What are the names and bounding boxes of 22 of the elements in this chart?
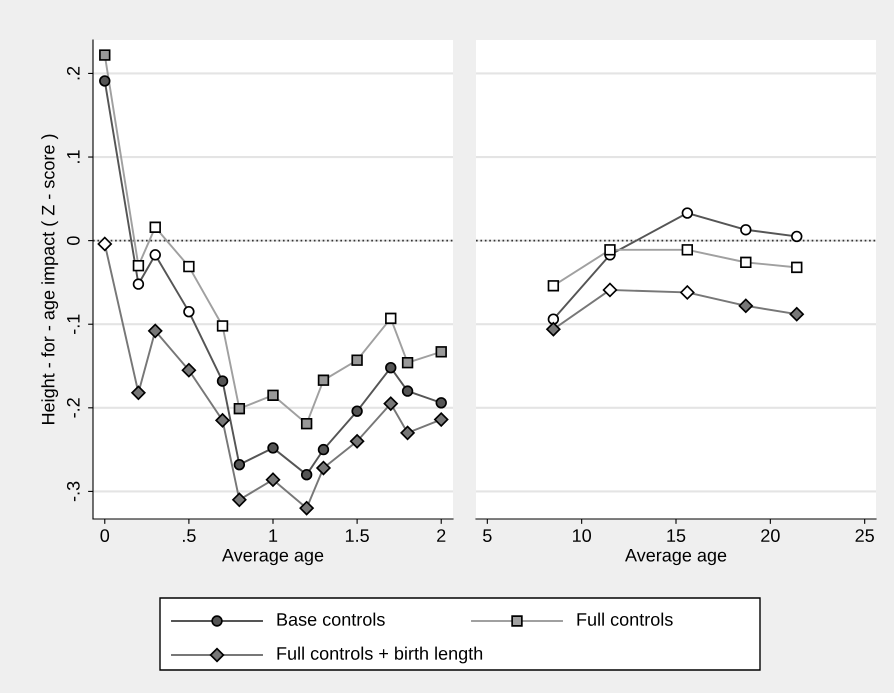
y-tick-label: .2 bbox=[66, 66, 80, 80]
x-tick-label: 25 bbox=[856, 529, 874, 542]
x-tick-label: 1 bbox=[269, 529, 278, 542]
x-tick-label: 20 bbox=[761, 529, 780, 542]
legend-label: Base controls bbox=[277, 612, 385, 626]
y-tick-label: 0 bbox=[66, 236, 80, 245]
x-tick-label: 10 bbox=[572, 529, 591, 542]
x-tick-label: .5 bbox=[183, 529, 196, 542]
y-axis-title: Height - for - age impact ( Z - score ) bbox=[41, 134, 58, 424]
y-tick-label: .1 bbox=[67, 150, 80, 163]
x-tick-label: 2 bbox=[437, 529, 446, 542]
x-tick-label: 5 bbox=[483, 529, 492, 542]
y-tick-label: -.2 bbox=[66, 398, 80, 418]
x-tick-label: 1.5 bbox=[346, 529, 369, 542]
x-tick-label: 15 bbox=[667, 529, 686, 542]
y-tick-label: -.1 bbox=[67, 314, 80, 334]
x-axis-title: Average age bbox=[222, 548, 324, 566]
legend-label: Full controls + birth length bbox=[277, 646, 482, 664]
x-tick-label: 0 bbox=[100, 529, 110, 542]
y-tick-label: -.3 bbox=[66, 482, 80, 502]
legend-label: Full controls bbox=[577, 612, 673, 626]
x-axis-title: Average age bbox=[625, 548, 726, 566]
